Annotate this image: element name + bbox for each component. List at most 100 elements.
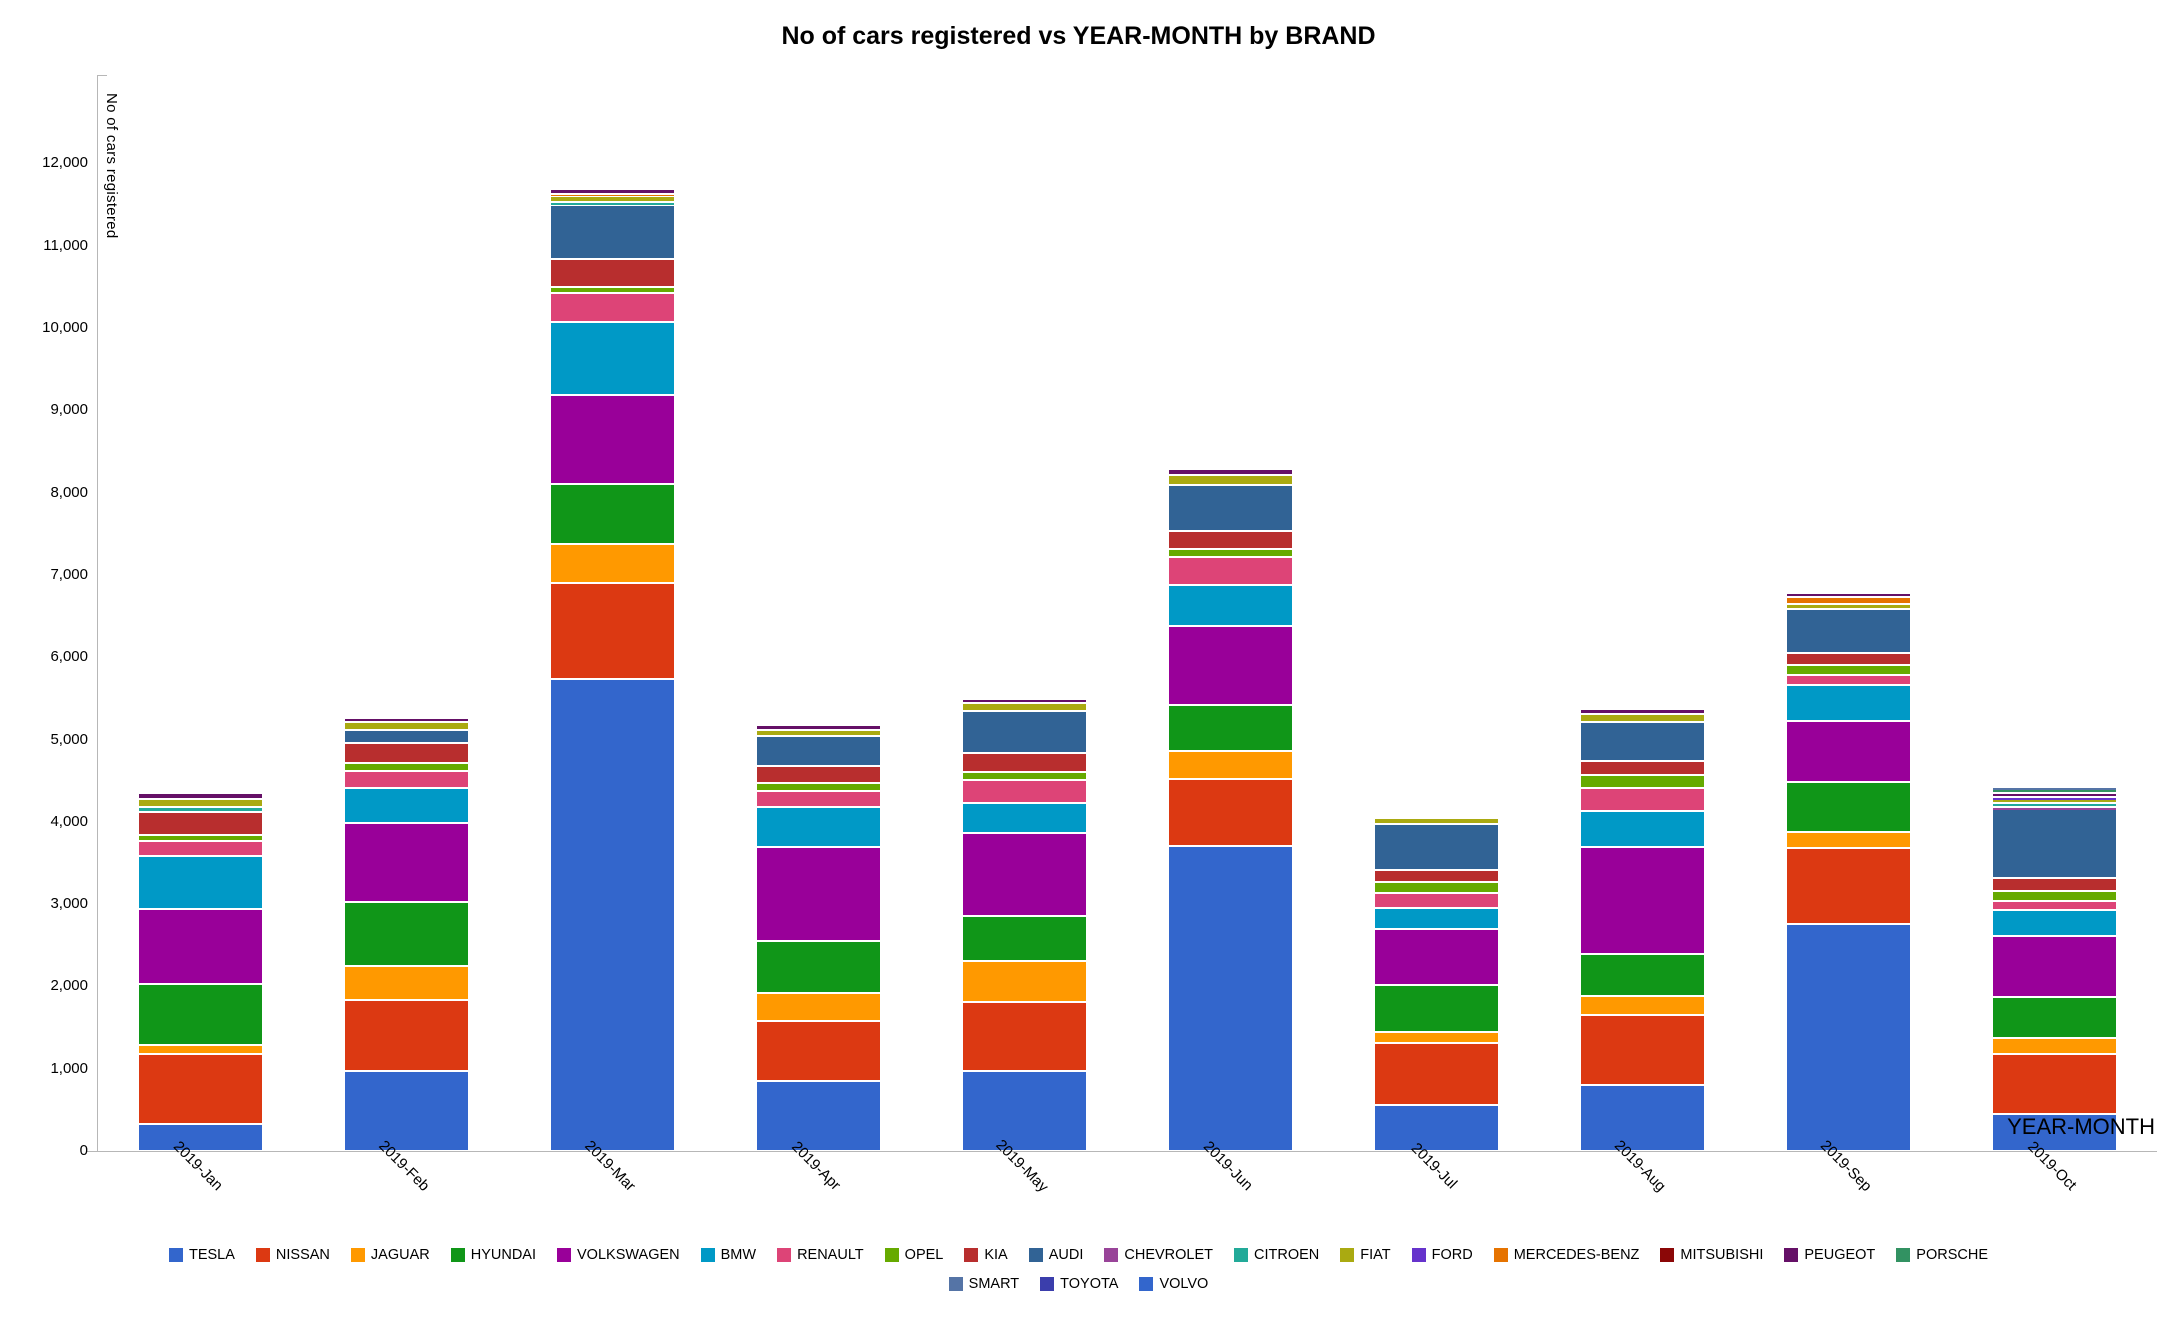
- bar-segment-jaguar-2019-may[interactable]: [962, 961, 1086, 1002]
- bar-segment-volkswagen-2019-apr[interactable]: [756, 847, 880, 940]
- bar-segment-kia-2019-feb[interactable]: [344, 743, 468, 762]
- bar-segment-bmw-2019-mar[interactable]: [550, 323, 674, 394]
- bar-segment-hyundai-2019-mar[interactable]: [550, 485, 674, 543]
- bar-segment-renault-2019-aug[interactable]: [1580, 789, 1704, 811]
- bar-segment-renault-2019-sep[interactable]: [1786, 675, 1910, 684]
- bar-segment-opel-2019-apr[interactable]: [756, 784, 880, 790]
- bar-segment-nissan-2019-jul[interactable]: [1374, 1043, 1498, 1104]
- bar-segment-nissan-2019-jan[interactable]: [138, 1054, 262, 1123]
- bar-segment-hyundai-2019-jan[interactable]: [138, 985, 262, 1044]
- bar-segment-peugeot-2019-feb[interactable]: [344, 718, 468, 721]
- bar-segment-nissan-2019-mar[interactable]: [550, 584, 674, 678]
- bar-segment-kia-2019-oct[interactable]: [1992, 878, 2116, 890]
- bar-segment-fiat-2019-feb[interactable]: [344, 722, 468, 729]
- bar-segment-opel-2019-may[interactable]: [962, 773, 1086, 779]
- bar-segment-renault-2019-feb[interactable]: [344, 771, 468, 788]
- bar-segment-ford-2019-oct[interactable]: [1992, 798, 2116, 800]
- bar-segment-renault-2019-mar[interactable]: [550, 294, 674, 322]
- bar-segment-audi-2019-apr[interactable]: [756, 736, 880, 765]
- bar-segment-opel-2019-oct[interactable]: [1992, 891, 2116, 900]
- bar-segment-bmw-2019-may[interactable]: [962, 804, 1086, 833]
- bar-segment-bmw-2019-aug[interactable]: [1580, 812, 1704, 847]
- bar-segment-nissan-2019-sep[interactable]: [1786, 849, 1910, 923]
- bar-segment-bmw-2019-jul[interactable]: [1374, 909, 1498, 929]
- bar-segment-opel-2019-mar[interactable]: [550, 287, 674, 293]
- bar-segment-volkswagen-2019-jan[interactable]: [138, 909, 262, 984]
- bar-segment-kia-2019-jun[interactable]: [1168, 532, 1292, 548]
- bar-segment-jaguar-2019-mar[interactable]: [550, 544, 674, 583]
- bar-segment-kia-2019-jan[interactable]: [138, 812, 262, 834]
- bar-segment-renault-2019-jul[interactable]: [1374, 893, 1498, 908]
- bar-segment-audi-2019-jul[interactable]: [1374, 824, 1498, 870]
- bar-segment-tesla-2019-may[interactable]: [962, 1071, 1086, 1150]
- bar-segment-peugeot-2019-may[interactable]: [962, 700, 1086, 703]
- bar-segment-jaguar-2019-jan[interactable]: [138, 1045, 262, 1053]
- bar-segment-jaguar-2019-aug[interactable]: [1580, 996, 1704, 1014]
- bar-segment-opel-2019-aug[interactable]: [1580, 775, 1704, 788]
- bar-segment-hyundai-2019-feb[interactable]: [344, 903, 468, 965]
- bar-segment-hyundai-2019-jun[interactable]: [1168, 705, 1292, 750]
- bar-segment-audi-2019-mar[interactable]: [550, 205, 674, 258]
- bar-segment-bmw-2019-feb[interactable]: [344, 789, 468, 822]
- bar-segment-bmw-2019-jan[interactable]: [138, 856, 262, 908]
- bar-segment-porsche-2019-oct[interactable]: [1992, 790, 2116, 793]
- bar-segment-jaguar-2019-jun[interactable]: [1168, 752, 1292, 778]
- bar-segment-jaguar-2019-oct[interactable]: [1992, 1039, 2116, 1054]
- bar-segment-tesla-2019-sep[interactable]: [1786, 924, 1910, 1150]
- bar-segment-hyundai-2019-aug[interactable]: [1580, 955, 1704, 995]
- bar-segment-fiat-2019-mar[interactable]: [550, 197, 674, 202]
- bar-segment-hyundai-2019-apr[interactable]: [756, 941, 880, 992]
- bar-segment-volkswagen-2019-feb[interactable]: [344, 823, 468, 902]
- bar-segment-fiat-2019-sep[interactable]: [1786, 604, 1910, 609]
- bar-segment-fiat-2019-jul[interactable]: [1374, 818, 1498, 823]
- bar-segment-hyundai-2019-jul[interactable]: [1374, 985, 1498, 1032]
- bar-segment-bmw-2019-sep[interactable]: [1786, 685, 1910, 720]
- bar-segment-jaguar-2019-feb[interactable]: [344, 966, 468, 999]
- bar-segment-hyundai-2019-sep[interactable]: [1786, 782, 1910, 831]
- bar-segment-nissan-2019-apr[interactable]: [756, 1021, 880, 1080]
- bar-segment-volkswagen-2019-oct[interactable]: [1992, 937, 2116, 997]
- bar-segment-fiat-2019-jan[interactable]: [138, 799, 262, 807]
- bar-segment-tesla-2019-oct[interactable]: [1992, 1114, 2116, 1150]
- bar-segment-fiat-2019-apr[interactable]: [756, 731, 880, 735]
- bar-segment-peugeot-2019-jun[interactable]: [1168, 470, 1292, 475]
- bar-segment-citroen-2019-jan[interactable]: [138, 808, 262, 811]
- bar-segment-opel-2019-feb[interactable]: [344, 763, 468, 770]
- bar-segment-renault-2019-apr[interactable]: [756, 791, 880, 806]
- bar-segment-tesla-2019-jun[interactable]: [1168, 847, 1292, 1150]
- bar-segment-audi-2019-jun[interactable]: [1168, 486, 1292, 531]
- bar-segment-opel-2019-sep[interactable]: [1786, 666, 1910, 674]
- bar-segment-tesla-2019-aug[interactable]: [1580, 1085, 1704, 1150]
- bar-segment-nissan-2019-may[interactable]: [962, 1003, 1086, 1070]
- bar-segment-audi-2019-may[interactable]: [962, 711, 1086, 753]
- bar-segment-nissan-2019-feb[interactable]: [344, 1000, 468, 1071]
- bar-segment-fiat-2019-aug[interactable]: [1580, 714, 1704, 721]
- bar-segment-peugeot-2019-sep[interactable]: [1786, 593, 1910, 597]
- bar-segment-volkswagen-2019-may[interactable]: [962, 834, 1086, 915]
- bar-segment-peugeot-2019-apr[interactable]: [756, 725, 880, 730]
- bar-segment-jaguar-2019-jul[interactable]: [1374, 1033, 1498, 1042]
- bar-segment-jaguar-2019-sep[interactable]: [1786, 832, 1910, 848]
- bar-segment-peugeot-2019-oct[interactable]: [1992, 794, 2116, 797]
- bar-segment-tesla-2019-apr[interactable]: [756, 1081, 880, 1150]
- bar-segment-kia-2019-jul[interactable]: [1374, 871, 1498, 882]
- bar-segment-tesla-2019-jul[interactable]: [1374, 1105, 1498, 1150]
- bar-segment-chevrolet-2019-oct[interactable]: [1992, 808, 2116, 810]
- bar-segment-mercedes-benz-2019-mar[interactable]: [550, 194, 674, 197]
- bar-segment-tesla-2019-jan[interactable]: [138, 1124, 262, 1150]
- bar-segment-renault-2019-may[interactable]: [962, 780, 1086, 803]
- bar-segment-tesla-2019-mar[interactable]: [550, 679, 674, 1150]
- bar-segment-audi-2019-oct[interactable]: [1992, 810, 2116, 877]
- bar-segment-hyundai-2019-may[interactable]: [962, 916, 1086, 960]
- bar-segment-nissan-2019-aug[interactable]: [1580, 1015, 1704, 1084]
- bar-segment-citroen-2019-mar[interactable]: [550, 203, 674, 205]
- bar-segment-smart-2019-oct[interactable]: [1992, 788, 2116, 790]
- bar-segment-hyundai-2019-oct[interactable]: [1992, 998, 2116, 1038]
- bar-segment-opel-2019-jul[interactable]: [1374, 883, 1498, 892]
- bar-segment-fiat-2019-may[interactable]: [962, 704, 1086, 710]
- bar-segment-audi-2019-feb[interactable]: [344, 730, 468, 742]
- bar-segment-volkswagen-2019-sep[interactable]: [1786, 721, 1910, 781]
- bar-segment-kia-2019-sep[interactable]: [1786, 654, 1910, 664]
- bar-segment-bmw-2019-jun[interactable]: [1168, 585, 1292, 625]
- bar-segment-fiat-2019-jun[interactable]: [1168, 476, 1292, 485]
